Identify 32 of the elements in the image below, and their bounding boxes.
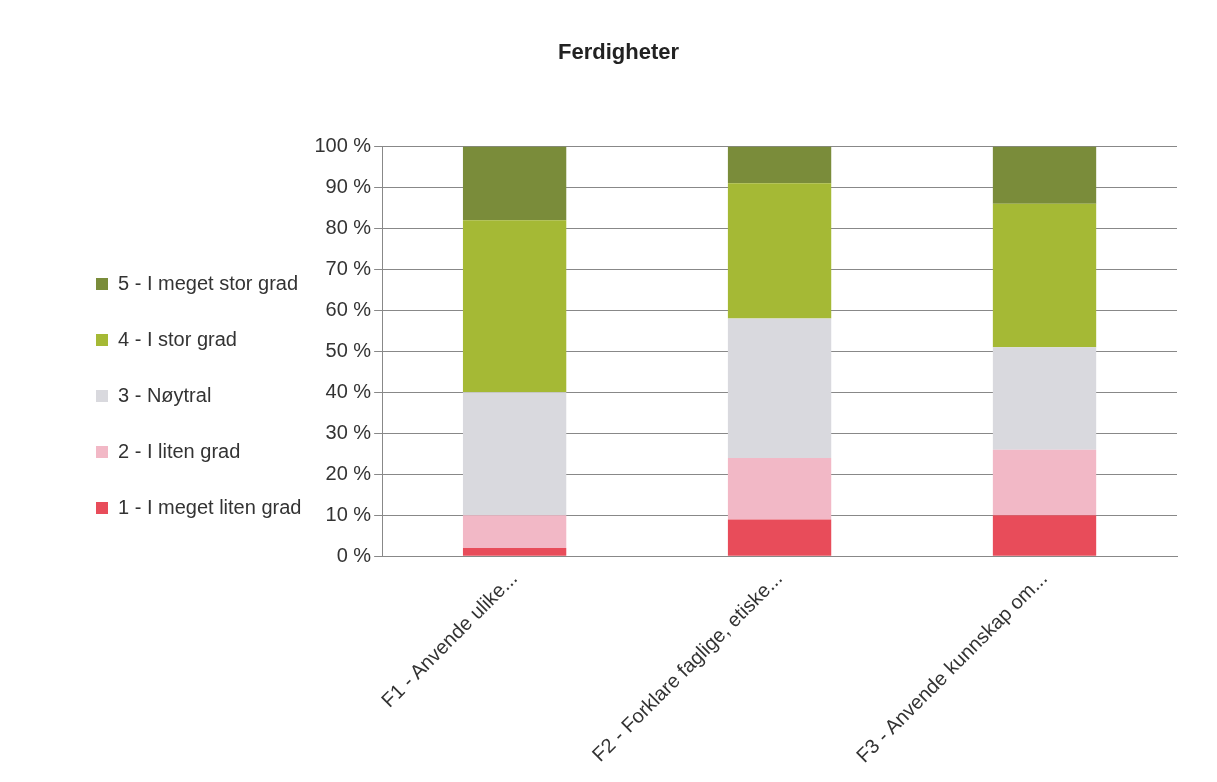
- y-tick-label: 60 %: [325, 297, 372, 320]
- y-tick-label: 30 %: [325, 420, 372, 443]
- bar: [462, 548, 567, 556]
- y-tick-label: 40 %: [325, 379, 372, 402]
- bar: [727, 519, 832, 556]
- chart-title: Ferdigheter: [557, 39, 680, 65]
- bar: [462, 220, 567, 393]
- legend-label: 2 - I liten grad: [118, 439, 241, 462]
- y-tick-label: 70 %: [325, 256, 372, 279]
- legend-label: 5 - I meget stor grad: [118, 271, 299, 294]
- bar: [727, 318, 832, 458]
- bar: [992, 347, 1097, 450]
- y-tick-label: 20 %: [325, 461, 372, 484]
- bar: [992, 146, 1097, 204]
- bar: [992, 515, 1097, 556]
- y-tick-label: 0 %: [336, 543, 372, 566]
- bar: [992, 449, 1097, 516]
- y-tick-label: 90 %: [325, 174, 372, 197]
- bar: [462, 515, 567, 549]
- bar: [992, 203, 1097, 348]
- legend-label: 1 - I meget liten grad: [118, 495, 302, 518]
- bar: [727, 146, 832, 184]
- y-tick-label: 80 %: [325, 215, 372, 238]
- y-tick-label: 100 %: [314, 133, 372, 156]
- legend-label: 3 - Nøytral: [118, 383, 212, 406]
- bar: [727, 183, 832, 319]
- legend-label: 4 - I stor grad: [118, 327, 237, 350]
- bar: [462, 146, 567, 221]
- bar: [727, 457, 832, 520]
- y-tick-label: 10 %: [325, 502, 372, 525]
- y-tick-label: 50 %: [325, 338, 372, 361]
- bar: [462, 392, 567, 516]
